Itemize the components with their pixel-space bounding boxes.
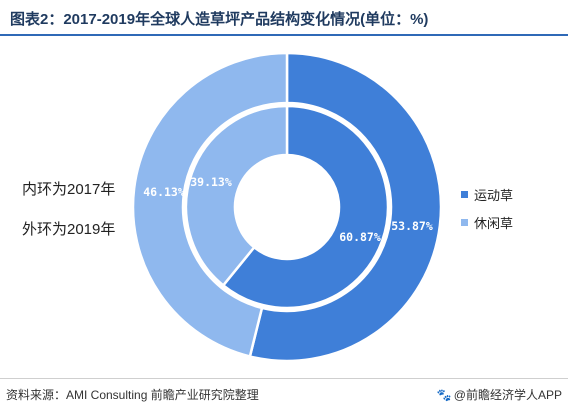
- legend-item-sport: 运动草: [461, 180, 513, 208]
- slice-labels: 60.87% 39.13% 53.87% 46.13%: [143, 175, 433, 244]
- outer-ring: [131, 51, 443, 363]
- inner-ring-slice-sport: [221, 104, 390, 310]
- chart-title: 图表2：2017-2019年全球人造草坪产品结构变化情况(单位：%): [10, 11, 429, 28]
- paw-icon: 🐾: [436, 388, 452, 402]
- legend-swatch-sport: [461, 190, 468, 198]
- legend-item-leisure: 休闲草: [461, 208, 513, 236]
- outer-ring-label: 外环为2019年: [22, 221, 116, 238]
- outer-ring-slice-leisure: [131, 51, 289, 358]
- footer-divider: [0, 378, 568, 379]
- brand-text: @前瞻经济学人APP: [453, 388, 562, 402]
- outer-ring-label-sport: 53.87%: [391, 219, 433, 233]
- outer-ring-label-leisure: 46.13%: [143, 185, 185, 199]
- inner-ring-label-sport: 60.87%: [339, 230, 381, 244]
- inner-ring: [184, 104, 390, 310]
- inner-ring-label-leisure: 39.13%: [190, 175, 232, 189]
- legend: 运动草 休闲草: [461, 180, 513, 236]
- inner-ring-label: 内环为2017年: [22, 181, 116, 198]
- legend-label-sport: 运动草: [474, 187, 514, 203]
- outer-ring-slice-sport: [248, 51, 443, 363]
- brand-credit: 🐾 @前瞻经济学人APP: [437, 386, 562, 403]
- title-underline: [0, 34, 568, 36]
- legend-swatch-leisure: [461, 218, 468, 226]
- source-note: 资料来源：AMI Consulting 前瞻产业研究院整理: [6, 388, 259, 402]
- legend-label-leisure: 休闲草: [474, 215, 514, 231]
- inner-ring-slice-leisure: [184, 104, 289, 288]
